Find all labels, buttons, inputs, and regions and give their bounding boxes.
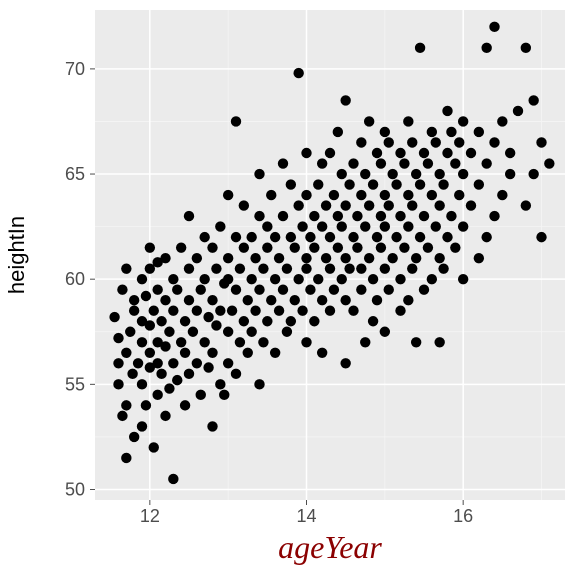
- x-tick-label: 14: [296, 506, 316, 526]
- y-axis-label: heightIn: [4, 216, 29, 294]
- x-axis-label: ageYear: [278, 529, 382, 565]
- x-tick-label: 12: [140, 506, 160, 526]
- x-tick-label: 16: [453, 506, 473, 526]
- scatter-chart: 12 14 16 50 55 60 65 70 heightIn ageYear: [0, 0, 576, 576]
- y-tick-label: 65: [65, 164, 85, 184]
- y-tick-label: 55: [65, 374, 85, 394]
- y-tick-label: 50: [65, 479, 85, 499]
- y-tick-label: 60: [65, 269, 85, 289]
- chart-svg: 12 14 16 50 55 60 65 70 heightIn ageYear: [0, 0, 576, 576]
- y-tick-label: 70: [65, 59, 85, 79]
